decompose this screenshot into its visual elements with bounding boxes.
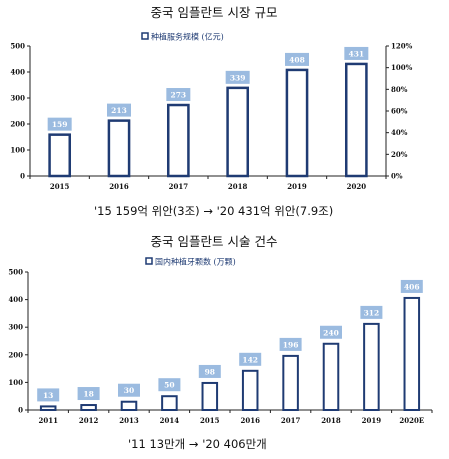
- chart1-y-tick-label: 100: [10, 146, 25, 155]
- chart2-x-tick-label: 2020E: [399, 416, 424, 425]
- chart2-data-label: 98: [205, 367, 215, 376]
- chart1-data-label: 273: [171, 91, 187, 100]
- chart2-caption: '11 13만개 → '20 406만개: [128, 437, 267, 451]
- chart2-legend-swatch: [145, 257, 153, 265]
- chart1-x-tick-label: 2018: [228, 182, 248, 191]
- chart2-x-tick-label: 2015: [200, 416, 220, 425]
- chart2-bar: [161, 395, 178, 412]
- chart2-data-label-box: [360, 305, 383, 319]
- chart1-data-label: 159: [52, 120, 68, 129]
- chart1-bar: [48, 133, 72, 178]
- chart1-y-tick-label: 0: [20, 172, 25, 181]
- chart2-bar: [120, 400, 138, 412]
- chart1-legend: 种植服务规模 (亿元): [141, 32, 224, 42]
- chart2-y-tick-label: 400: [8, 295, 23, 304]
- chart2-bar: [363, 322, 380, 411]
- chart1-y-tick-label: 300: [10, 94, 25, 103]
- chart1-y2-tick-label: 20%: [391, 150, 408, 159]
- chart1-data-label-box: [225, 70, 250, 84]
- chart1-data-label-box: [166, 88, 191, 102]
- chart1-x-tick-label: 2016: [109, 182, 129, 191]
- chart1-bar: [107, 119, 131, 178]
- chart1-y2-tick-label: 100%: [391, 63, 413, 72]
- chart1-y2-tick-label: 120%: [391, 42, 413, 51]
- chart1-data-label-box: [285, 52, 309, 66]
- chart2-bar: [201, 381, 219, 411]
- chart2-data-label: 50: [164, 381, 174, 390]
- chart1-data-label-box: [107, 103, 131, 117]
- chart2-x-tick-label: 2012: [79, 416, 99, 425]
- chart2-x-tick-label: 2018: [321, 416, 341, 425]
- chart2-legend-label: 国内种植牙颗数 (万颗): [155, 257, 236, 267]
- chart2-data-label: 196: [283, 340, 299, 349]
- chart2-data-label-box: [158, 378, 181, 392]
- chart2-x-tick-label: 2019: [362, 416, 382, 425]
- chart1-bar: [226, 86, 250, 178]
- chart2-data-label-box: [400, 279, 423, 293]
- chart1-x-tick-label: 2020: [347, 182, 367, 191]
- chart2-data-label: 312: [364, 308, 380, 317]
- chart2-y-tick-label: 0: [18, 406, 23, 415]
- chart2-data-label-box: [239, 352, 262, 366]
- chart1-data-label: 339: [230, 73, 246, 82]
- chart1-y-tick-label: 200: [10, 120, 25, 129]
- chart2-data-label: 30: [124, 386, 134, 395]
- chart2-y-tick-label: 500: [8, 268, 23, 277]
- chart1-y2-tick-label: 40%: [391, 128, 408, 137]
- chart2-bar: [322, 342, 340, 412]
- chart2-x-tick-label: 2017: [281, 416, 301, 425]
- chart1-title: 중국 임플란트 시장 규모: [151, 5, 278, 20]
- chart2-bar: [282, 354, 299, 411]
- chart1-bar: [344, 62, 368, 178]
- chart1-legend-label: 种植服务规模 (亿元): [151, 32, 224, 42]
- chart2-bar: [80, 404, 97, 412]
- chart1-data-label-box: [344, 46, 369, 60]
- chart1-caption: '15 159억 위안(3조) → '20 431억 위안(7.9조): [94, 204, 333, 218]
- chart2-data-label-box: [198, 364, 221, 378]
- chart2-data-label: 142: [242, 355, 258, 364]
- chart2-x-tick-label: 2013: [119, 416, 139, 425]
- chart2-data-label: 13: [43, 391, 53, 400]
- chart2-y-tick-label: 100: [8, 378, 23, 387]
- chart2-data-label: 406: [404, 282, 420, 291]
- chart1-y-tick-label: 400: [10, 68, 25, 77]
- chart2-title: 중국 임플란트 시술 건수: [151, 234, 278, 249]
- chart2-data-label-box: [77, 387, 100, 401]
- chart2-data-label: 18: [83, 390, 93, 399]
- chart2-legend: 国内种植牙颗数 (万颗): [145, 257, 236, 267]
- chart2-data-label-box: [118, 383, 140, 397]
- chart1-y2-tick-label: 60%: [391, 107, 408, 116]
- chart1-x-tick-label: 2019: [287, 182, 307, 191]
- chart2-x-tick-label: 2016: [240, 416, 260, 425]
- chart2-data-label-box: [37, 388, 60, 402]
- chart2-y-tick-label: 300: [8, 323, 23, 332]
- chart2-x-tick-label: 2014: [160, 416, 180, 425]
- chart1-y2-tick-label: 80%: [391, 85, 408, 94]
- chart2-bar: [403, 296, 421, 411]
- chart1-x-tick-label: 2015: [50, 182, 70, 191]
- chart1-bar: [285, 68, 309, 178]
- chart2-data-label-box: [320, 325, 342, 339]
- chart1-data-label: 431: [349, 49, 365, 58]
- chart2-bar: [241, 369, 259, 412]
- chart1-data-label: 213: [111, 106, 127, 115]
- chart1-y-tick-label: 500: [10, 42, 25, 51]
- chart2-x-tick-label: 2011: [38, 416, 58, 425]
- chart2-data-label: 240: [323, 328, 339, 337]
- chart1-y2-tick-label: 0%: [391, 172, 403, 181]
- chart1-legend-swatch: [141, 32, 149, 40]
- chart1-data-label: 408: [289, 55, 305, 64]
- chart1-data-label-box: [47, 117, 72, 131]
- chart2-data-label-box: [279, 337, 302, 351]
- chart1-x-tick-label: 2017: [169, 182, 189, 191]
- chart2-bar: [39, 405, 57, 411]
- chart2-y-tick-label: 200: [8, 350, 23, 359]
- chart1-bar: [166, 103, 190, 178]
